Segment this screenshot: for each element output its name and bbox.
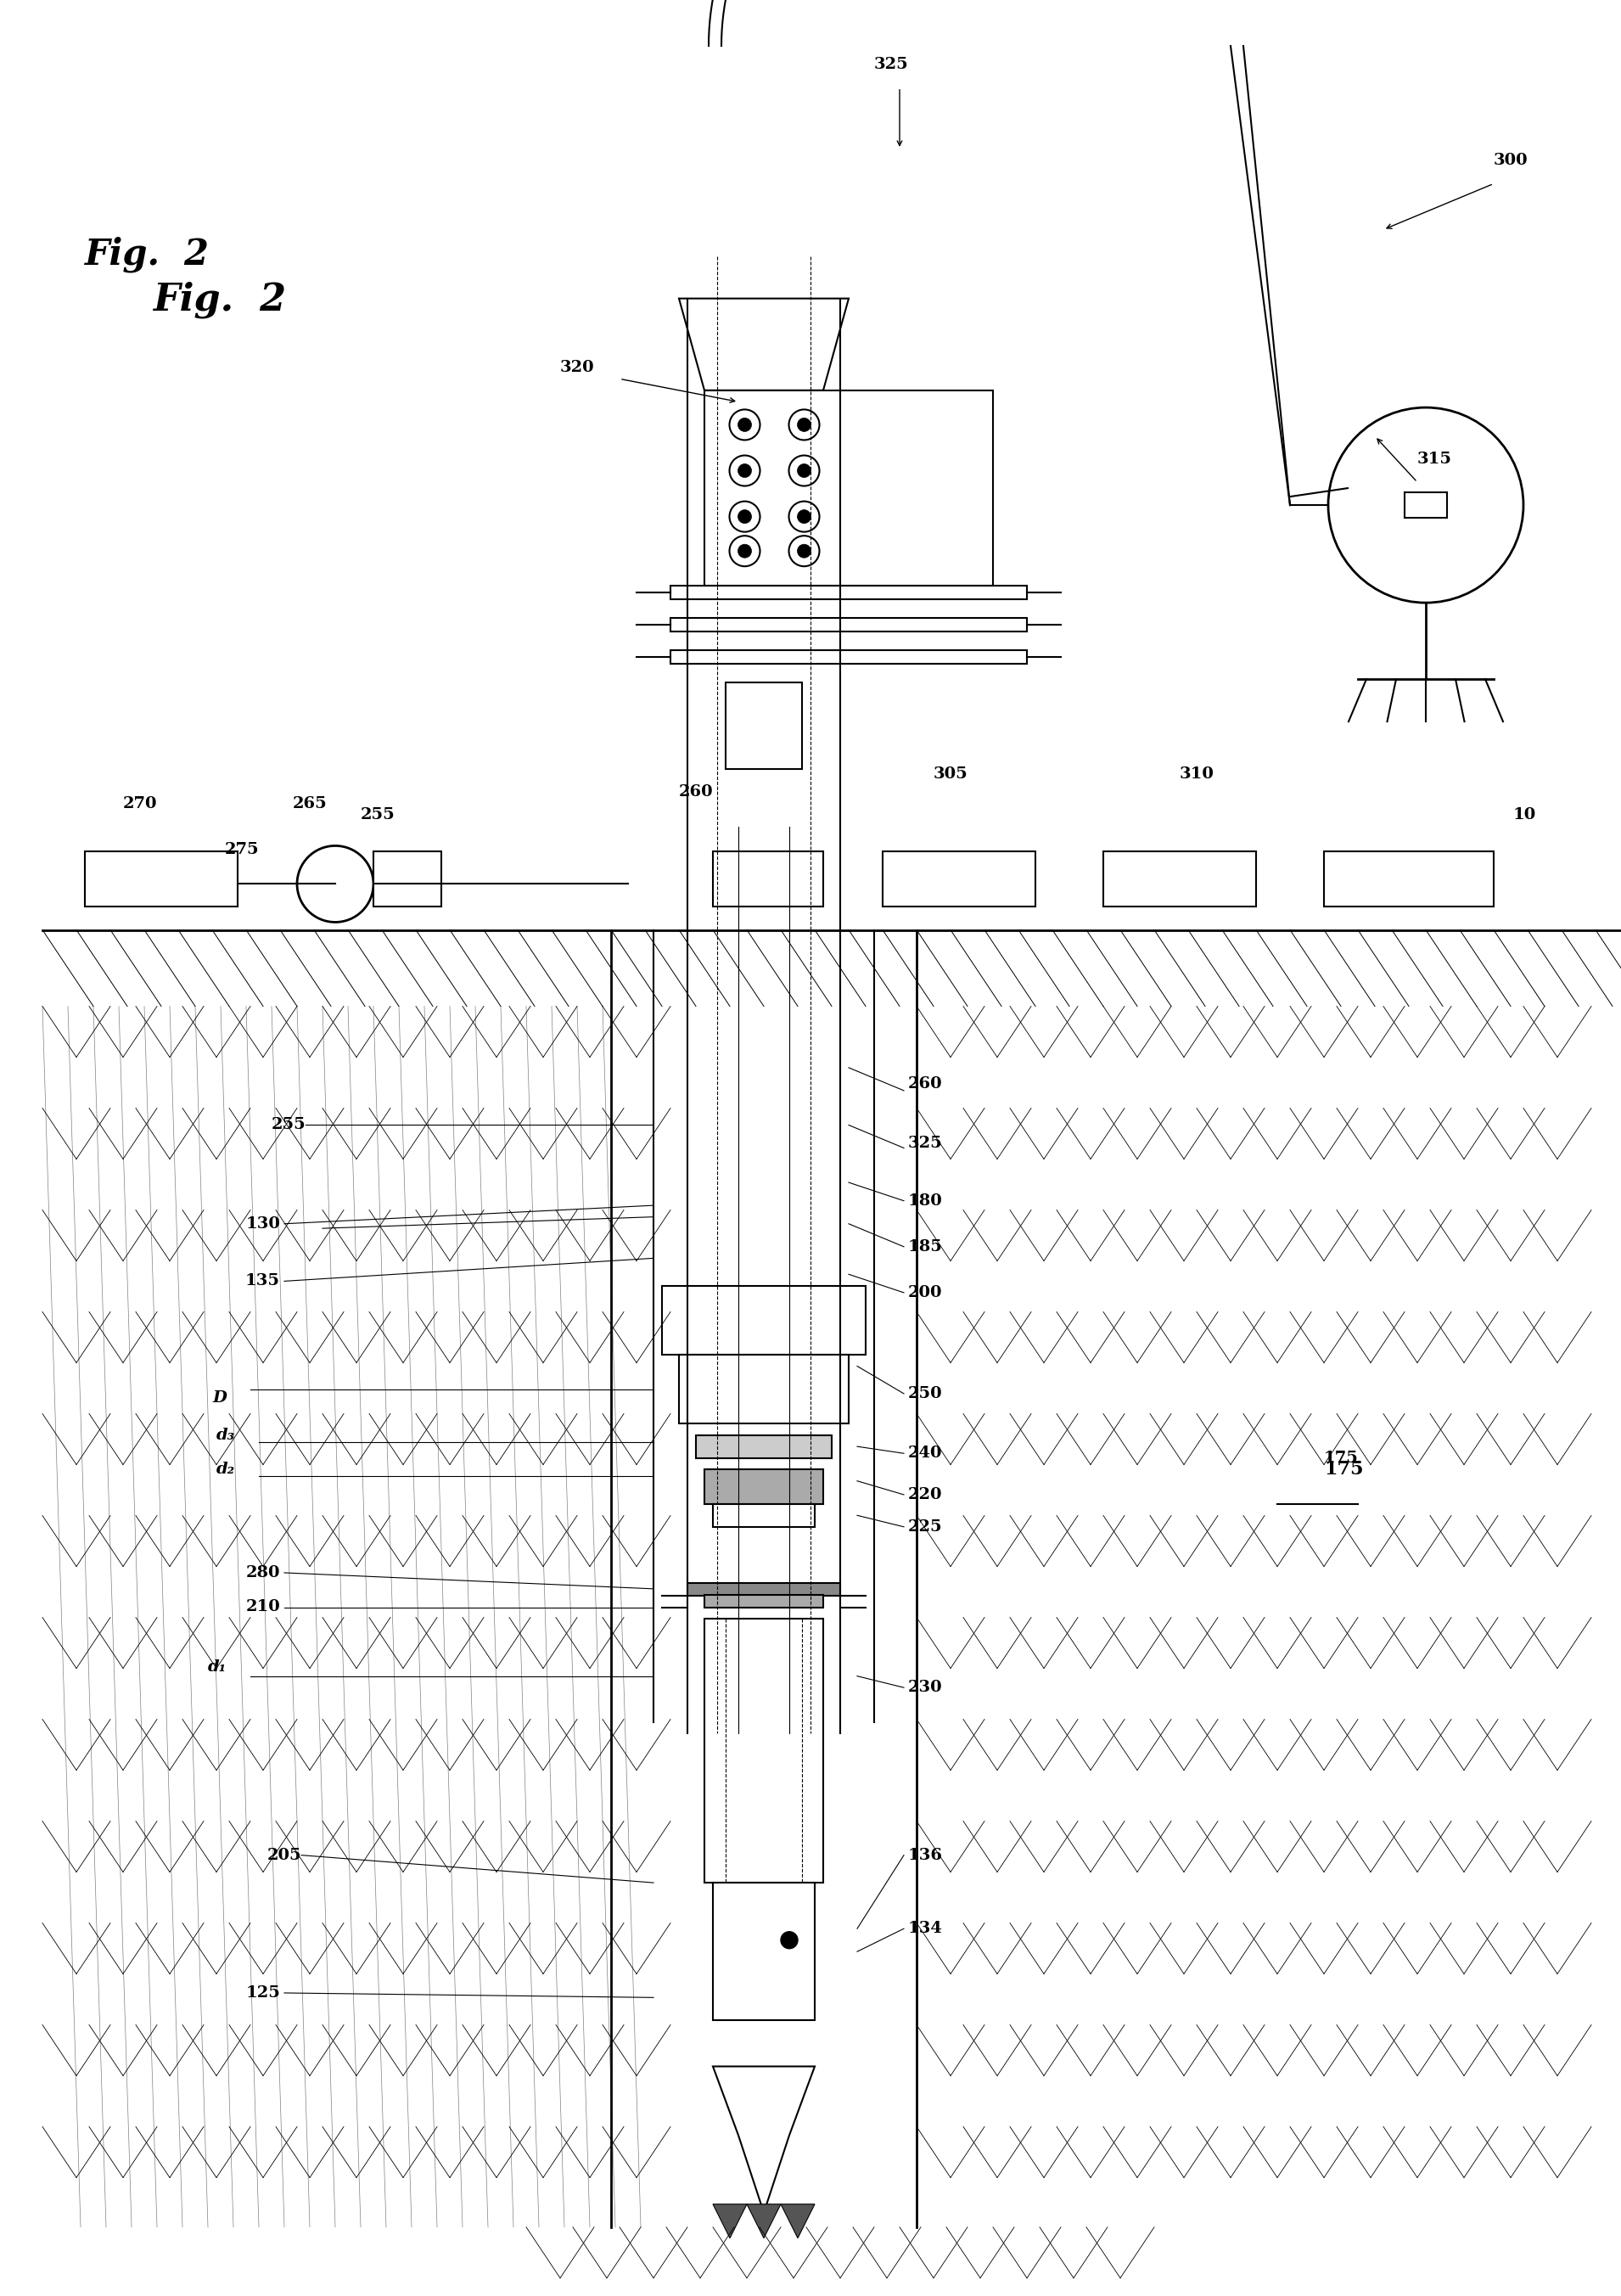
- Text: 135: 135: [245, 1274, 280, 1288]
- Bar: [713, 1504, 815, 1527]
- Bar: [713, 1883, 815, 2020]
- Text: 220: 220: [908, 1488, 942, 1502]
- Text: 10: 10: [1512, 808, 1537, 822]
- Circle shape: [798, 464, 810, 478]
- Text: 205: 205: [267, 1848, 302, 1862]
- Text: 230: 230: [908, 1681, 942, 1694]
- Bar: [705, 1619, 823, 1883]
- Circle shape: [789, 455, 819, 487]
- Text: 130: 130: [245, 1217, 280, 1231]
- Bar: [687, 1582, 840, 1596]
- Text: 325: 325: [908, 1137, 943, 1150]
- Text: 225: 225: [908, 1520, 942, 1534]
- Circle shape: [738, 510, 752, 523]
- Text: 185: 185: [908, 1240, 943, 1254]
- Circle shape: [781, 1931, 798, 1949]
- Text: 255: 255: [360, 808, 396, 822]
- Bar: [726, 682, 802, 769]
- Text: 175: 175: [1324, 1451, 1358, 1465]
- Bar: [1324, 852, 1493, 907]
- Polygon shape: [679, 298, 849, 390]
- Bar: [671, 618, 1028, 631]
- Bar: [661, 1286, 866, 1355]
- Bar: [705, 390, 994, 585]
- Text: 250: 250: [908, 1387, 942, 1401]
- Circle shape: [789, 501, 819, 533]
- Bar: [705, 1469, 823, 1504]
- Circle shape: [729, 455, 760, 487]
- Text: 260: 260: [679, 785, 713, 799]
- Text: 136: 136: [908, 1848, 943, 1862]
- Bar: [713, 852, 823, 907]
- Circle shape: [798, 418, 810, 432]
- Text: 200: 200: [908, 1286, 942, 1300]
- Text: 300: 300: [1493, 154, 1529, 168]
- Bar: [1104, 852, 1256, 907]
- Circle shape: [729, 501, 760, 533]
- Circle shape: [1328, 406, 1524, 604]
- Bar: [679, 1355, 849, 1424]
- Text: d₃: d₃: [216, 1428, 235, 1442]
- Text: 240: 240: [908, 1446, 942, 1460]
- Polygon shape: [781, 2204, 815, 2239]
- Circle shape: [738, 418, 752, 432]
- Text: 210: 210: [245, 1600, 280, 1614]
- Text: 270: 270: [123, 797, 157, 810]
- Text: Fig.  2: Fig. 2: [84, 236, 209, 273]
- Circle shape: [297, 845, 373, 923]
- Polygon shape: [747, 2204, 781, 2239]
- Bar: [671, 585, 1028, 599]
- Bar: [84, 852, 238, 907]
- Text: D: D: [212, 1391, 227, 1405]
- Text: 265: 265: [292, 797, 327, 810]
- Bar: [695, 1435, 832, 1458]
- Text: 255: 255: [271, 1118, 305, 1132]
- Text: Fig.  2: Fig. 2: [152, 280, 287, 319]
- Text: d₁: d₁: [207, 1660, 227, 1674]
- Bar: [1404, 491, 1448, 519]
- Polygon shape: [713, 2066, 815, 2213]
- Circle shape: [738, 464, 752, 478]
- Text: 280: 280: [246, 1566, 280, 1580]
- Text: 310: 310: [1180, 767, 1214, 781]
- Circle shape: [789, 535, 819, 567]
- Text: d₂: d₂: [216, 1463, 235, 1476]
- Circle shape: [789, 409, 819, 441]
- Circle shape: [798, 544, 810, 558]
- Text: 305: 305: [934, 767, 968, 781]
- Text: 320: 320: [559, 360, 593, 374]
- Text: 134: 134: [908, 1922, 943, 1936]
- Text: 260: 260: [908, 1077, 942, 1091]
- Text: 180: 180: [908, 1194, 943, 1208]
- Circle shape: [738, 544, 752, 558]
- Bar: [883, 852, 1036, 907]
- Circle shape: [729, 409, 760, 441]
- Bar: [373, 852, 441, 907]
- Circle shape: [798, 510, 810, 523]
- Text: 325: 325: [874, 57, 908, 71]
- Text: 125: 125: [245, 1986, 280, 2000]
- Bar: [671, 650, 1028, 664]
- Text: 315: 315: [1417, 452, 1452, 466]
- Circle shape: [729, 535, 760, 567]
- Text: 275: 275: [225, 843, 259, 856]
- Bar: [705, 1593, 823, 1607]
- Text: 175: 175: [1324, 1460, 1363, 1479]
- Polygon shape: [713, 2204, 747, 2239]
